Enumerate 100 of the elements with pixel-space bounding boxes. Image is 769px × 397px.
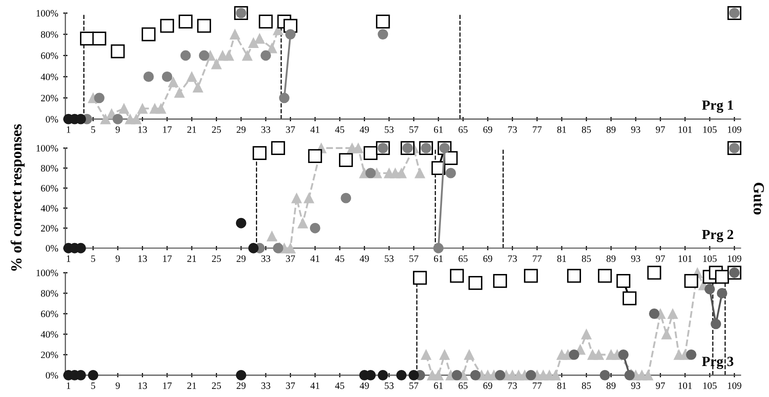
point: [272, 242, 284, 254]
x-tick-label: 93: [631, 255, 640, 262]
x-tick-label: 1: [66, 255, 70, 262]
point: [464, 349, 474, 360]
x-tick-label: 93: [631, 382, 640, 389]
point: [285, 29, 296, 40]
x-tick-label: 49: [360, 255, 369, 262]
x-tick-label: 65: [458, 255, 468, 262]
point: [198, 50, 210, 61]
point: [581, 328, 592, 340]
x-tick-label: 85: [582, 126, 591, 133]
point: [197, 18, 212, 33]
x-tick-label: 57: [409, 255, 418, 262]
x-tick-label: 97: [656, 382, 665, 389]
x-tick-label: 65: [458, 382, 468, 389]
point: [248, 38, 259, 48]
x-tick-label: 37: [286, 126, 296, 133]
x-tick-label: 73: [508, 255, 517, 262]
x-tick-label: 45: [335, 255, 344, 262]
point: [266, 230, 278, 242]
x-tick-label: 57: [409, 382, 418, 389]
point: [470, 370, 481, 380]
annotation: Prg 1: [702, 100, 734, 113]
point: [684, 274, 698, 288]
point: [365, 168, 376, 178]
x-tick-label: 13: [138, 255, 147, 262]
point: [642, 370, 654, 380]
y-tick-label: 0%: [46, 372, 58, 379]
x-tick-label: 89: [606, 255, 616, 262]
x-tick-label: 33: [261, 382, 270, 389]
x-tick-label: 61: [434, 126, 443, 133]
x-tick-label: 61: [434, 255, 443, 262]
point: [160, 18, 174, 33]
x-tick-label: 13: [138, 382, 147, 389]
x-tick-label: 29: [236, 255, 246, 262]
point: [279, 92, 290, 104]
y-tick-label: 20%: [41, 352, 58, 358]
x-tick-label: 53: [384, 126, 394, 133]
x-tick-label: 73: [508, 126, 517, 133]
x-tick-label: 77: [532, 255, 542, 262]
y-tick-label: 40%: [40, 331, 58, 338]
point: [224, 50, 234, 61]
x-tick-label: 33: [261, 255, 270, 262]
point: [704, 284, 715, 294]
point: [378, 29, 388, 40]
x-tick-label: 25: [212, 382, 221, 389]
point: [310, 222, 320, 234]
x-tick-label: 81: [557, 126, 566, 133]
x-tick-label: 9: [116, 382, 120, 389]
y-tick-label: 100%: [36, 10, 58, 17]
x-tick-label: 33: [261, 126, 270, 133]
x-tick-label: 109: [728, 255, 742, 262]
point: [271, 141, 286, 156]
y-tick-label: 20%: [41, 94, 58, 102]
point: [174, 87, 185, 98]
point: [568, 349, 580, 360]
x-tick-label: 97: [656, 126, 665, 133]
x-tick-label: 37: [286, 255, 296, 262]
y-tick-label: 60%: [41, 310, 58, 318]
y-tick-label: 40%: [40, 74, 58, 80]
point: [266, 42, 278, 54]
x-tick-label: 25: [212, 255, 221, 262]
point: [376, 14, 390, 29]
point: [444, 151, 458, 166]
point: [598, 268, 612, 283]
x-tick-label: 101: [678, 382, 692, 389]
x-tick-label: 77: [532, 126, 542, 133]
point: [396, 370, 407, 380]
point: [600, 370, 610, 380]
point: [137, 103, 148, 114]
y-tick-label: 60%: [41, 185, 58, 192]
point: [142, 27, 156, 42]
point: [248, 242, 259, 254]
point: [494, 370, 506, 380]
text: Guto: [754, 182, 764, 214]
point: [236, 370, 246, 380]
point: [396, 168, 407, 178]
point: [450, 268, 464, 283]
x-tick-label: 17: [163, 382, 172, 389]
x-tick-label: 85: [582, 382, 591, 389]
y-axis-title: % of correct responses: [10, 124, 25, 271]
point: [710, 318, 722, 330]
x-tick-label: 105: [703, 126, 717, 133]
point: [446, 168, 456, 178]
x-tick-label: 105: [703, 255, 717, 262]
x-tick-label: 57: [409, 126, 418, 133]
x-tick-label: 73: [508, 382, 517, 389]
point: [178, 14, 193, 29]
x-tick-label: 5: [91, 382, 96, 389]
x-tick-label: 41: [310, 126, 320, 133]
point: [716, 288, 728, 298]
x-tick-label: 49: [360, 382, 369, 389]
point: [236, 218, 246, 228]
point: [412, 270, 427, 285]
x-tick-label: 21: [187, 126, 196, 133]
x-tick-label: 69: [483, 255, 492, 262]
point: [100, 114, 111, 124]
x-tick-label: 9: [116, 255, 120, 262]
point: [340, 192, 352, 204]
point: [338, 153, 353, 168]
